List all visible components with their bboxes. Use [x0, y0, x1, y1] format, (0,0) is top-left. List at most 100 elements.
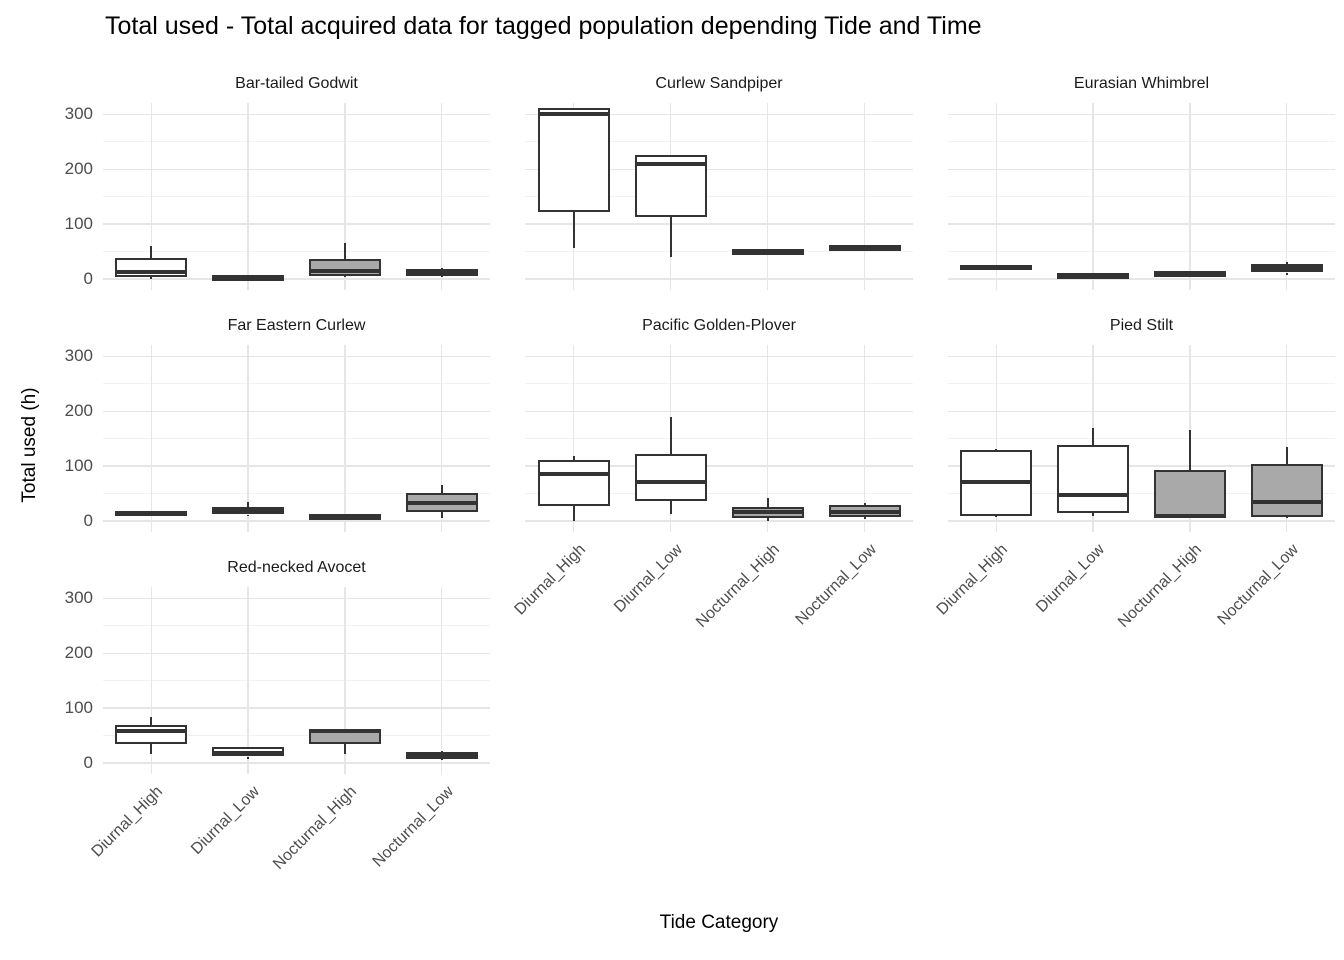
- facet-title: Curlew Sandpiper: [655, 75, 783, 92]
- facet-panel: [948, 345, 1335, 532]
- boxplot-box: [1153, 470, 1226, 519]
- gridline-minor-h: [103, 680, 490, 681]
- boxplot-lower-whisker: [440, 275, 443, 278]
- boxplot-upper-whisker: [440, 267, 443, 270]
- boxplot-upper-whisker: [343, 242, 346, 259]
- gridline-minor-h: [103, 625, 490, 627]
- gridline-minor-h: [525, 250, 913, 252]
- boxplot-box: [537, 460, 610, 506]
- gridline-major-h: [525, 520, 913, 522]
- facet-title: Bar-tailed Godwit: [235, 75, 358, 92]
- boxplot-median: [1153, 271, 1226, 276]
- gridline-minor-h: [103, 492, 490, 494]
- boxplot-lower-whisker: [343, 275, 346, 278]
- gridline-v: [344, 103, 346, 290]
- facet-panel: [525, 345, 913, 532]
- boxplot-upper-whisker: [1188, 430, 1191, 471]
- gridline-major-h: [948, 168, 1335, 171]
- boxplot-lower-whisker: [1285, 516, 1288, 518]
- facet-title: Red-necked Avocet: [227, 559, 366, 576]
- boxplot-median: [115, 269, 188, 274]
- gridline-major-h: [948, 465, 1335, 467]
- facet-panel: [103, 587, 490, 774]
- gridline-v: [344, 587, 346, 774]
- gridline-v: [1285, 103, 1288, 290]
- gridline-major-h: [948, 355, 1335, 358]
- gridline-minor-h: [525, 438, 913, 439]
- gridline-minor-h: [948, 438, 1335, 439]
- facet-panel: [948, 103, 1335, 290]
- boxplot-lower-whisker: [995, 516, 998, 518]
- gridline-minor-h: [103, 438, 490, 439]
- boxplot-median: [115, 510, 188, 515]
- gridline-major-h: [948, 113, 1335, 116]
- gridline-major-h: [103, 113, 490, 116]
- gridline-major-h: [103, 762, 490, 764]
- boxplot-box: [308, 258, 381, 276]
- boxplot-lower-whisker: [572, 211, 575, 249]
- gridline-major-h: [525, 168, 913, 171]
- boxplot-median: [828, 245, 901, 250]
- boxplot-upper-whisker: [1092, 427, 1095, 445]
- gridline-minor-h: [103, 250, 490, 252]
- boxplot-median: [537, 112, 610, 117]
- boxplot-lower-whisker: [247, 756, 250, 760]
- gridline-v: [150, 345, 153, 532]
- gridline-minor-h: [948, 383, 1335, 385]
- gridline-v: [572, 345, 575, 532]
- boxplot-upper-whisker: [1285, 262, 1288, 265]
- gridline-minor-h: [948, 196, 1335, 197]
- y-tick-label: 0: [83, 510, 93, 530]
- gridline-major-h: [103, 652, 490, 655]
- gridline-minor-h: [103, 141, 490, 143]
- boxplot-box: [115, 724, 188, 744]
- boxplot-median: [537, 472, 610, 477]
- boxplot-lower-whisker: [1285, 272, 1288, 275]
- boxplot-median: [308, 729, 381, 734]
- boxplot-lower-whisker: [1092, 512, 1095, 517]
- y-tick-label: 100: [64, 213, 93, 233]
- boxplot-median: [634, 162, 707, 167]
- boxplot-median: [731, 509, 804, 514]
- gridline-v: [440, 345, 443, 532]
- gridline-major-h: [948, 223, 1335, 225]
- boxplot-median: [1057, 493, 1130, 498]
- boxplot-lower-whisker: [150, 277, 153, 279]
- chart-title: Total used - Total acquired data for tag…: [105, 12, 982, 40]
- boxplot-lower-whisker: [440, 511, 443, 519]
- gridline-minor-h: [525, 383, 913, 385]
- gridline-major-h: [525, 278, 913, 280]
- y-tick-label: 200: [64, 401, 93, 421]
- boxplot-lower-whisker: [247, 514, 250, 517]
- gridline-minor-h: [103, 734, 490, 736]
- gridline-minor-h: [525, 492, 913, 494]
- boxplot-median: [405, 501, 478, 506]
- boxplot-median: [1153, 514, 1226, 519]
- gridline-v: [150, 587, 153, 774]
- gridline-major-h: [103, 168, 490, 171]
- gridline-major-h: [103, 597, 490, 600]
- gridline-major-h: [103, 278, 490, 280]
- gridline-minor-h: [525, 196, 913, 197]
- gridline-major-h: [103, 410, 490, 413]
- gridline-v: [247, 345, 249, 532]
- boxplot-upper-whisker: [150, 245, 153, 259]
- gridline-v: [1092, 103, 1094, 290]
- facet-title: Pied Stilt: [1109, 317, 1174, 334]
- boxplot-median: [308, 268, 381, 273]
- gridline-v: [863, 103, 866, 290]
- boxplot-upper-whisker: [669, 416, 672, 454]
- facet-title: Pacific Golden-Plover: [642, 317, 796, 334]
- boxplot-box: [1057, 444, 1130, 513]
- x-axis-title: Tide Category: [659, 912, 779, 933]
- boxplot-upper-whisker: [150, 717, 153, 725]
- boxplot-median: [960, 265, 1033, 270]
- boxplot-box: [115, 258, 188, 278]
- boxplot-median: [212, 751, 285, 756]
- gridline-v: [150, 103, 153, 290]
- boxplot-median: [828, 510, 901, 515]
- y-tick-label: 100: [64, 455, 93, 475]
- boxplot-lower-whisker: [440, 758, 443, 760]
- boxplot-median: [405, 269, 478, 274]
